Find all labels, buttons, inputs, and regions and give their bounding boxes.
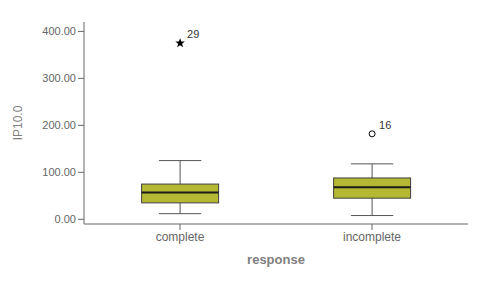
svg-text:IP10.0: IP10.0 [11, 105, 25, 140]
svg-text:incomplete: incomplete [343, 230, 401, 244]
svg-text:100.00: 100.00 [42, 166, 76, 178]
svg-text:response: response [247, 252, 305, 267]
svg-text:400.00: 400.00 [42, 25, 76, 37]
svg-text:300.00: 300.00 [42, 72, 76, 84]
svg-text:0.00: 0.00 [55, 213, 76, 225]
svg-text:29: 29 [187, 28, 199, 40]
svg-text:200.00: 200.00 [42, 119, 76, 131]
svg-text:complete: complete [156, 230, 205, 244]
svg-text:16: 16 [379, 119, 391, 131]
